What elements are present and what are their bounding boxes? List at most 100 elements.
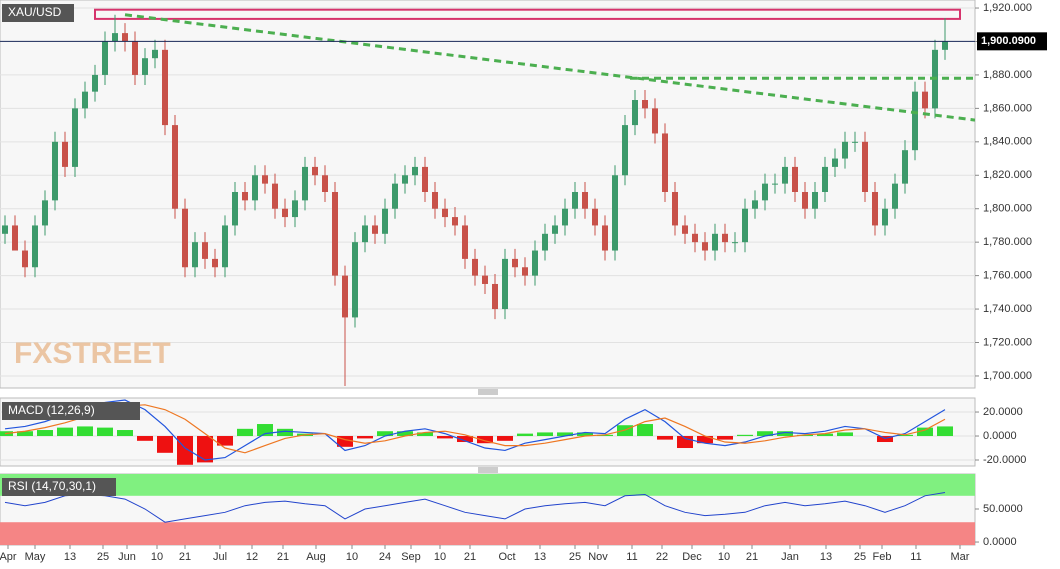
macd-histogram-bar xyxy=(637,424,653,437)
y-tick-label: 1,700.000 xyxy=(983,370,1032,382)
candle-body xyxy=(872,191,878,226)
candle-body xyxy=(762,183,768,201)
candle-body xyxy=(672,191,678,226)
last-price-label: 1,900.0900 xyxy=(981,35,1036,47)
candle-body xyxy=(142,58,148,75)
candle-body xyxy=(362,225,368,243)
oversold-band xyxy=(0,522,975,545)
x-tick-label: 10 xyxy=(718,551,730,563)
x-tick-label: 25 xyxy=(97,551,109,563)
candle-body xyxy=(622,125,628,176)
watermark: FXSTREET xyxy=(14,337,171,370)
macd-histogram-bar xyxy=(177,436,193,465)
candle-body xyxy=(802,191,808,209)
macd-histogram-bar xyxy=(397,431,413,437)
macd-histogram-bar xyxy=(497,436,513,441)
candle-body xyxy=(72,108,78,167)
x-tick-label: Feb xyxy=(873,551,892,563)
candle-body xyxy=(692,233,698,243)
x-tick-label: 13 xyxy=(534,551,546,563)
macd-histogram-bar xyxy=(357,436,373,439)
candle-body xyxy=(722,233,728,243)
rsi-line xyxy=(4,491,946,523)
candle-body xyxy=(492,283,498,310)
macd-histogram-bar xyxy=(677,436,693,449)
candle-body xyxy=(582,191,588,209)
candle-body xyxy=(22,250,28,268)
pane-title-bg xyxy=(2,4,74,22)
x-tick-label: 13 xyxy=(64,551,76,563)
x-tick-label: 21 xyxy=(179,551,191,563)
candle-body xyxy=(42,200,48,226)
candle-body xyxy=(682,225,688,234)
candle-body xyxy=(482,275,488,284)
candle-body xyxy=(752,200,758,209)
candle-body xyxy=(312,166,318,176)
macd-histogram-bar xyxy=(517,433,533,437)
y-tick-label: 1,740.000 xyxy=(983,303,1032,315)
candle-body xyxy=(412,166,418,176)
candle-body xyxy=(172,125,178,209)
y-tick-label: 1,800.000 xyxy=(983,203,1032,215)
macd-histogram-bar xyxy=(157,436,173,453)
candle-body xyxy=(52,141,58,201)
x-tick-label: 21 xyxy=(277,551,289,563)
pane-title-bg xyxy=(2,402,140,420)
x-tick-label: Aug xyxy=(306,551,326,563)
candle-body xyxy=(402,175,408,184)
candle-body xyxy=(272,183,278,209)
x-tick-label: Sep xyxy=(401,551,421,563)
x-tick-label: May xyxy=(25,551,46,563)
x-tick-label: 13 xyxy=(820,551,832,563)
x-tick-label: Jan xyxy=(781,551,799,563)
macd-histogram-bar xyxy=(777,431,793,437)
pane-title: MACD (12,26,9) xyxy=(8,403,95,417)
x-tick-label: Jul xyxy=(213,551,227,563)
candle-body xyxy=(542,233,548,251)
macd-histogram-bar xyxy=(97,427,113,437)
candle-body xyxy=(182,208,188,268)
macd-histogram-bar xyxy=(717,436,733,440)
candle-body xyxy=(392,183,398,209)
macd-histogram-bar xyxy=(477,436,493,444)
macd-histogram-bar xyxy=(77,426,93,437)
macd-histogram-bar xyxy=(17,431,33,437)
candle-body xyxy=(902,150,908,184)
macd-histogram-bar xyxy=(657,436,673,440)
candle-body xyxy=(522,267,528,276)
candle-body xyxy=(472,258,478,276)
x-tick-label: Nov xyxy=(588,551,608,563)
candle-body xyxy=(162,49,168,126)
candle-body xyxy=(332,191,338,276)
candle-body xyxy=(812,191,818,209)
macd-histogram-bar xyxy=(757,431,773,437)
candle-body xyxy=(242,191,248,201)
candle-body xyxy=(842,141,848,159)
y-tick-label: 1,860.000 xyxy=(983,102,1032,114)
candle-body xyxy=(62,141,68,167)
candle-body xyxy=(342,275,348,318)
macd-histogram-bar xyxy=(237,428,253,437)
candle-body xyxy=(632,100,638,126)
candle-body xyxy=(942,41,948,50)
candle-body xyxy=(532,250,538,276)
candle-body xyxy=(252,175,258,201)
candle-body xyxy=(282,208,288,218)
candle-body xyxy=(192,242,198,268)
candle-body xyxy=(262,175,268,184)
candle-body xyxy=(422,166,428,192)
macd-histogram-bar xyxy=(217,436,233,446)
candle-body xyxy=(462,225,468,259)
candle-body xyxy=(892,183,898,209)
macd-line xyxy=(4,399,946,461)
candle-body xyxy=(602,225,608,251)
x-tick-label: Jun xyxy=(118,551,136,563)
candle-body xyxy=(92,74,98,92)
y-tick-label: 1,920.000 xyxy=(983,2,1032,14)
pane-divider[interactable] xyxy=(478,467,498,473)
candle-body xyxy=(512,258,518,268)
pane-title: XAU/USD xyxy=(8,5,62,19)
pane-divider[interactable] xyxy=(478,389,498,395)
x-tick-label: 25 xyxy=(569,551,581,563)
